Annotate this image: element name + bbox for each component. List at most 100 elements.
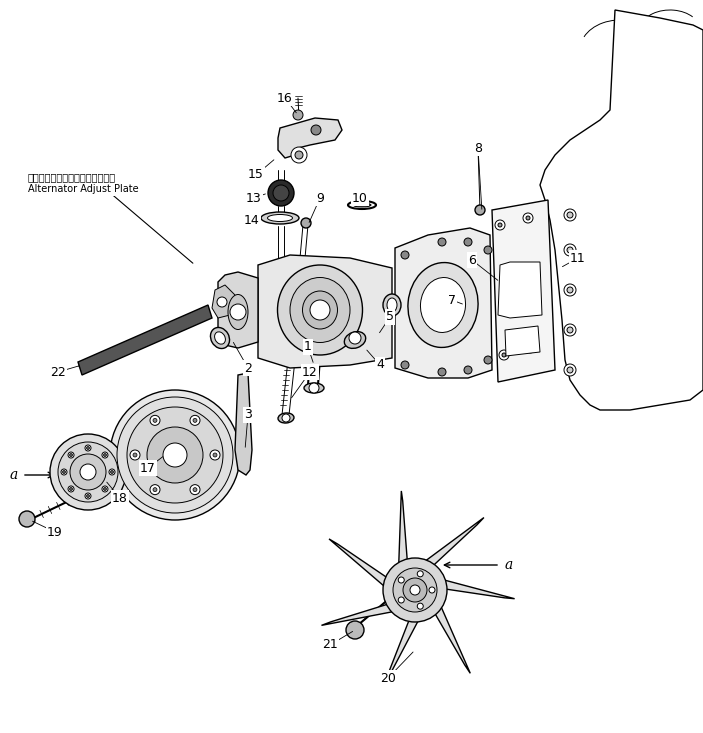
Circle shape <box>525 343 535 353</box>
Circle shape <box>153 419 157 422</box>
Circle shape <box>346 621 364 639</box>
Ellipse shape <box>353 203 371 207</box>
Circle shape <box>349 332 361 344</box>
Circle shape <box>523 213 533 223</box>
Circle shape <box>190 485 200 495</box>
Circle shape <box>103 454 106 457</box>
Circle shape <box>117 397 233 513</box>
Circle shape <box>63 471 65 474</box>
Ellipse shape <box>290 278 350 342</box>
Circle shape <box>564 284 576 296</box>
Polygon shape <box>218 272 258 348</box>
Circle shape <box>484 246 492 254</box>
Circle shape <box>564 324 576 336</box>
Polygon shape <box>492 200 555 382</box>
Circle shape <box>110 390 240 520</box>
Circle shape <box>429 587 435 593</box>
Circle shape <box>85 493 91 499</box>
Circle shape <box>150 416 160 425</box>
Circle shape <box>526 216 530 220</box>
Circle shape <box>130 450 140 460</box>
Circle shape <box>475 205 485 215</box>
Circle shape <box>109 469 115 475</box>
Circle shape <box>401 251 409 259</box>
Polygon shape <box>385 619 419 685</box>
Circle shape <box>398 577 404 583</box>
Circle shape <box>418 571 423 577</box>
Circle shape <box>50 434 126 510</box>
Circle shape <box>293 110 303 120</box>
Circle shape <box>564 364 576 376</box>
Text: 22: 22 <box>50 366 66 378</box>
Circle shape <box>133 453 137 457</box>
Text: オルタネータアジャストプレート
Alternator Adjust Plate: オルタネータアジャストプレート Alternator Adjust Plate <box>28 172 138 194</box>
Circle shape <box>567 287 573 293</box>
Circle shape <box>398 597 404 603</box>
Ellipse shape <box>387 298 397 312</box>
Ellipse shape <box>210 328 230 348</box>
Circle shape <box>103 487 106 490</box>
Text: 3: 3 <box>244 408 252 421</box>
Circle shape <box>213 453 217 457</box>
Circle shape <box>528 346 532 350</box>
Circle shape <box>309 383 319 393</box>
Circle shape <box>163 443 187 467</box>
Circle shape <box>567 212 573 218</box>
Circle shape <box>418 603 423 609</box>
Circle shape <box>567 367 573 373</box>
Text: 7: 7 <box>448 293 456 306</box>
Ellipse shape <box>383 294 401 316</box>
Polygon shape <box>498 262 542 318</box>
Circle shape <box>495 220 505 230</box>
Circle shape <box>268 180 294 206</box>
Circle shape <box>273 185 289 201</box>
Ellipse shape <box>268 215 292 221</box>
Polygon shape <box>395 228 492 378</box>
Circle shape <box>85 445 91 451</box>
Circle shape <box>127 407 223 503</box>
Ellipse shape <box>304 383 324 393</box>
Ellipse shape <box>261 212 299 224</box>
Circle shape <box>217 297 227 307</box>
Text: 6: 6 <box>468 254 476 267</box>
Text: 20: 20 <box>380 671 396 685</box>
Circle shape <box>102 486 108 492</box>
Text: 18: 18 <box>112 492 128 504</box>
Circle shape <box>193 419 197 422</box>
Text: 12: 12 <box>302 366 318 378</box>
Text: a: a <box>10 468 18 482</box>
Polygon shape <box>278 118 342 158</box>
Circle shape <box>68 452 74 458</box>
Circle shape <box>68 486 74 492</box>
Circle shape <box>499 350 509 360</box>
Circle shape <box>193 487 197 492</box>
Circle shape <box>61 469 67 475</box>
Polygon shape <box>443 580 515 599</box>
Ellipse shape <box>420 278 465 333</box>
Text: 13: 13 <box>246 191 262 205</box>
Polygon shape <box>540 10 703 410</box>
Circle shape <box>410 585 420 595</box>
Circle shape <box>498 223 502 227</box>
Circle shape <box>86 446 89 449</box>
Ellipse shape <box>344 331 366 348</box>
Circle shape <box>19 511 35 527</box>
Circle shape <box>438 368 446 376</box>
Circle shape <box>70 454 72 457</box>
Circle shape <box>502 353 506 357</box>
Circle shape <box>401 361 409 369</box>
Circle shape <box>282 414 290 422</box>
Circle shape <box>567 327 573 333</box>
Circle shape <box>438 238 446 246</box>
Text: 17: 17 <box>140 462 156 474</box>
Circle shape <box>564 209 576 221</box>
Text: 11: 11 <box>570 251 586 265</box>
Circle shape <box>291 147 307 163</box>
Circle shape <box>70 454 106 490</box>
Circle shape <box>110 471 113 474</box>
Polygon shape <box>212 285 235 318</box>
Ellipse shape <box>408 262 478 347</box>
Circle shape <box>210 450 220 460</box>
Text: 9: 9 <box>316 191 324 205</box>
Ellipse shape <box>228 295 248 330</box>
